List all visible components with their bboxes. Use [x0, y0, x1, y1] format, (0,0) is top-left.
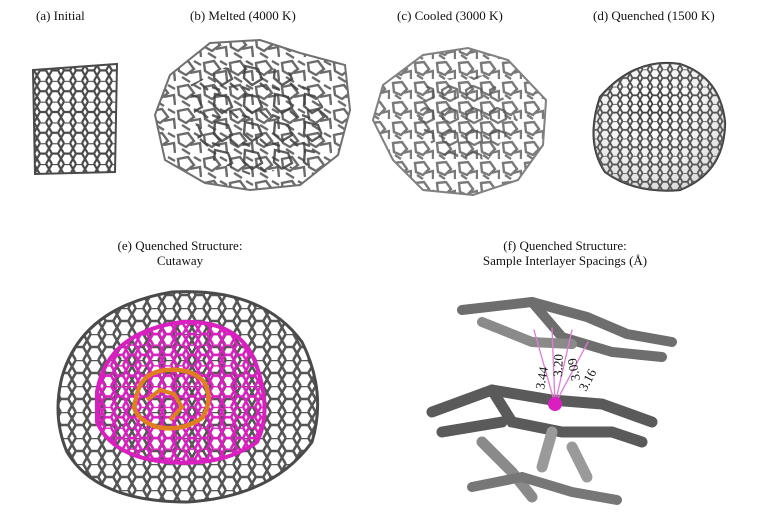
cutaway-structure-image: [56, 290, 320, 504]
spacing-label-1: 3.44: [532, 365, 551, 391]
inner-core: [131, 367, 211, 431]
panel-f-spacings: 3.44 3.20 3.09 3.16: [412, 282, 692, 522]
spacing-label-2: 3.20: [550, 354, 566, 377]
panel-b-melted: [150, 35, 355, 195]
panel-d-quenched: [580, 52, 730, 197]
caption-f-line1: (f) Quenched Structure:: [503, 238, 627, 253]
spacing-label-3: 3.09: [564, 357, 583, 382]
caption-f: (f) Quenched Structure: Sample Interlaye…: [455, 238, 675, 268]
caption-d: (d) Quenched (1500 K): [593, 8, 715, 23]
caption-c: (c) Cooled (3000 K): [397, 8, 503, 23]
caption-a: (a) Initial: [36, 8, 85, 23]
interlayer-spacing-image: 3.44 3.20 3.09 3.16: [426, 296, 677, 505]
panel-c-cooled: [368, 40, 553, 200]
graphene-sheet-image: [31, 62, 119, 176]
panel-a-initial: [25, 60, 125, 180]
bottom-layer: [467, 471, 622, 505]
caption-b: (b) Melted (4000 K): [190, 8, 296, 23]
inner-shell: [95, 319, 267, 465]
reference-atom: [548, 397, 562, 411]
spacing-lines: [533, 327, 589, 405]
caption-e: (e) Quenched Structure: Cutaway: [85, 238, 275, 268]
quenched-structure-image: [592, 61, 727, 192]
caption-f-line2: Sample Interlayer Spacings (Å): [482, 253, 648, 268]
melted-structure-image: [153, 38, 352, 192]
lower-layer: [426, 384, 658, 503]
panel-e-cutaway: [42, 282, 332, 512]
caption-e-line1: (e) Quenched Structure:: [117, 238, 243, 253]
caption-e-line2: Cutaway: [156, 253, 204, 268]
cooled-structure-image: [371, 46, 548, 197]
upper-layer: [457, 296, 677, 362]
